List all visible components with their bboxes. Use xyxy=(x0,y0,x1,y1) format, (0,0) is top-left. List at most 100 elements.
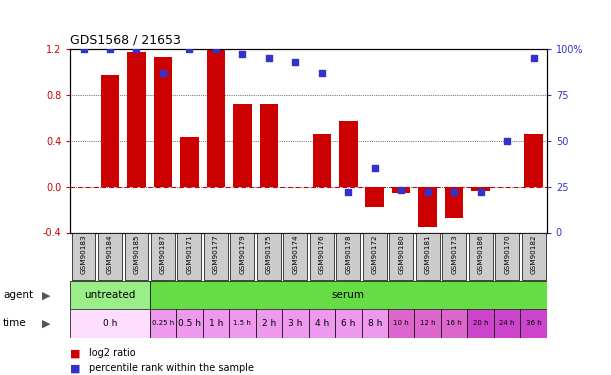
Point xyxy=(79,46,89,52)
Bar xyxy=(150,281,547,309)
Text: 10 h: 10 h xyxy=(393,320,409,326)
Bar xyxy=(313,134,331,187)
Bar xyxy=(260,104,278,187)
Text: 36 h: 36 h xyxy=(525,320,541,326)
Bar xyxy=(365,187,384,207)
Text: GSM90183: GSM90183 xyxy=(81,234,87,274)
Text: GSM90172: GSM90172 xyxy=(371,234,378,274)
FancyBboxPatch shape xyxy=(416,234,440,280)
Bar xyxy=(419,187,437,227)
Bar xyxy=(180,137,199,187)
Text: 6 h: 6 h xyxy=(341,319,356,328)
FancyBboxPatch shape xyxy=(363,234,387,280)
Point xyxy=(185,46,194,52)
Bar xyxy=(388,309,414,338)
FancyBboxPatch shape xyxy=(469,234,492,280)
Text: 8 h: 8 h xyxy=(368,319,382,328)
Point xyxy=(370,165,379,171)
Bar xyxy=(150,309,176,338)
Bar xyxy=(70,309,150,338)
Text: 2 h: 2 h xyxy=(262,319,276,328)
FancyBboxPatch shape xyxy=(98,234,122,280)
Text: GSM90175: GSM90175 xyxy=(266,234,272,274)
Text: 4 h: 4 h xyxy=(315,319,329,328)
Point xyxy=(158,70,168,76)
Bar xyxy=(445,187,463,218)
Point xyxy=(529,55,538,61)
Text: 12 h: 12 h xyxy=(420,320,436,326)
Text: GSM90178: GSM90178 xyxy=(345,234,351,274)
Point xyxy=(343,189,353,195)
FancyBboxPatch shape xyxy=(257,234,281,280)
Bar xyxy=(392,187,411,194)
Text: GSM90170: GSM90170 xyxy=(504,234,510,274)
FancyBboxPatch shape xyxy=(336,234,360,280)
Text: 0 h: 0 h xyxy=(103,319,117,328)
Text: GSM90179: GSM90179 xyxy=(240,234,246,274)
Text: GSM90186: GSM90186 xyxy=(478,234,484,274)
Text: 3 h: 3 h xyxy=(288,319,302,328)
Point xyxy=(105,46,115,52)
Bar xyxy=(154,57,172,187)
Bar xyxy=(127,52,145,187)
Bar xyxy=(255,309,282,338)
Bar xyxy=(441,309,467,338)
Point xyxy=(397,187,406,193)
Bar xyxy=(309,309,335,338)
Text: 1.5 h: 1.5 h xyxy=(233,320,251,326)
Point xyxy=(211,46,221,52)
Text: 20 h: 20 h xyxy=(473,320,488,326)
Text: 0.25 h: 0.25 h xyxy=(152,320,174,326)
Text: GSM90176: GSM90176 xyxy=(319,234,325,274)
Text: ■: ■ xyxy=(70,348,81,358)
Text: GSM90171: GSM90171 xyxy=(186,234,192,274)
Bar xyxy=(521,309,547,338)
Bar xyxy=(472,187,490,191)
Point xyxy=(131,46,141,52)
FancyBboxPatch shape xyxy=(310,234,334,280)
Bar xyxy=(494,309,521,338)
Text: GSM90174: GSM90174 xyxy=(292,234,298,274)
Bar xyxy=(467,309,494,338)
Point xyxy=(317,70,327,76)
Text: ▶: ▶ xyxy=(42,290,50,300)
Text: GSM90173: GSM90173 xyxy=(451,234,457,274)
FancyBboxPatch shape xyxy=(230,234,254,280)
Text: log2 ratio: log2 ratio xyxy=(89,348,135,358)
Text: 16 h: 16 h xyxy=(446,320,462,326)
Bar xyxy=(524,134,543,187)
Text: GSM90177: GSM90177 xyxy=(213,234,219,274)
FancyBboxPatch shape xyxy=(177,234,202,280)
Text: ■: ■ xyxy=(70,363,81,373)
Text: serum: serum xyxy=(332,290,365,300)
Point xyxy=(502,138,512,144)
Bar xyxy=(176,309,203,338)
Text: GSM90187: GSM90187 xyxy=(160,234,166,274)
Text: GDS1568 / 21653: GDS1568 / 21653 xyxy=(70,34,181,47)
Bar xyxy=(101,75,119,187)
Text: GSM90181: GSM90181 xyxy=(425,234,431,274)
FancyBboxPatch shape xyxy=(442,234,466,280)
Bar xyxy=(362,309,388,338)
Text: ▶: ▶ xyxy=(42,318,50,328)
Bar xyxy=(207,50,225,187)
Bar xyxy=(282,309,309,338)
Text: untreated: untreated xyxy=(84,290,136,300)
FancyBboxPatch shape xyxy=(284,234,307,280)
FancyBboxPatch shape xyxy=(389,234,413,280)
Bar xyxy=(233,104,252,187)
FancyBboxPatch shape xyxy=(125,234,148,280)
Text: GSM90182: GSM90182 xyxy=(530,234,536,274)
FancyBboxPatch shape xyxy=(522,234,546,280)
Point xyxy=(449,189,459,195)
Text: GSM90180: GSM90180 xyxy=(398,234,404,274)
Bar xyxy=(229,309,255,338)
Point xyxy=(423,189,433,195)
Point xyxy=(264,55,274,61)
Text: time: time xyxy=(3,318,27,328)
Bar xyxy=(70,281,150,309)
Text: percentile rank within the sample: percentile rank within the sample xyxy=(89,363,254,373)
Bar xyxy=(203,309,229,338)
FancyBboxPatch shape xyxy=(204,234,228,280)
Text: agent: agent xyxy=(3,290,33,300)
